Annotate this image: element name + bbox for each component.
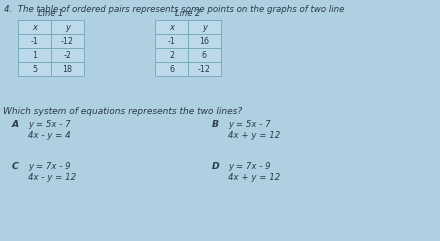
Text: Which system of equations represents the two lines?: Which system of equations represents the… (3, 107, 242, 116)
Text: -12: -12 (198, 65, 211, 74)
Text: 6: 6 (169, 65, 174, 74)
Text: y: y (202, 22, 207, 32)
Text: 4x + y = 12: 4x + y = 12 (228, 173, 280, 182)
FancyBboxPatch shape (51, 48, 84, 62)
Text: y: y (65, 22, 70, 32)
Text: A: A (12, 120, 19, 129)
Text: 2: 2 (169, 51, 174, 60)
Text: 4x + y = 12: 4x + y = 12 (228, 131, 280, 140)
FancyBboxPatch shape (18, 34, 51, 48)
FancyBboxPatch shape (51, 34, 84, 48)
FancyBboxPatch shape (51, 20, 84, 34)
Text: D: D (212, 162, 220, 171)
FancyBboxPatch shape (155, 20, 188, 34)
FancyBboxPatch shape (155, 34, 188, 48)
FancyBboxPatch shape (18, 20, 51, 34)
Text: 18: 18 (62, 65, 73, 74)
Text: 4x - y = 4: 4x - y = 4 (28, 131, 71, 140)
Text: y = 7x - 9: y = 7x - 9 (28, 162, 71, 171)
Text: x: x (32, 22, 37, 32)
Text: Line 1: Line 1 (38, 9, 64, 18)
Text: y = 5x - 7: y = 5x - 7 (28, 120, 71, 129)
FancyBboxPatch shape (188, 48, 221, 62)
Text: 6: 6 (202, 51, 207, 60)
Text: 5: 5 (32, 65, 37, 74)
Text: C: C (12, 162, 19, 171)
FancyBboxPatch shape (188, 34, 221, 48)
Text: 1: 1 (32, 51, 37, 60)
Text: 16: 16 (199, 36, 209, 46)
FancyBboxPatch shape (155, 48, 188, 62)
FancyBboxPatch shape (188, 62, 221, 76)
Text: y = 7x - 9: y = 7x - 9 (228, 162, 271, 171)
Text: -2: -2 (63, 51, 71, 60)
Text: B: B (212, 120, 219, 129)
FancyBboxPatch shape (51, 62, 84, 76)
FancyBboxPatch shape (188, 20, 221, 34)
Text: -12: -12 (61, 36, 74, 46)
Text: -1: -1 (30, 36, 38, 46)
Text: y = 5x - 7: y = 5x - 7 (228, 120, 271, 129)
Text: Line 2: Line 2 (175, 9, 201, 18)
Text: -1: -1 (168, 36, 176, 46)
Text: x: x (169, 22, 174, 32)
Text: 4x - y = 12: 4x - y = 12 (28, 173, 76, 182)
FancyBboxPatch shape (18, 48, 51, 62)
Text: 4.  The table of ordered pairs represents some points on the graphs of two line: 4. The table of ordered pairs represents… (4, 5, 345, 14)
FancyBboxPatch shape (155, 62, 188, 76)
FancyBboxPatch shape (18, 62, 51, 76)
